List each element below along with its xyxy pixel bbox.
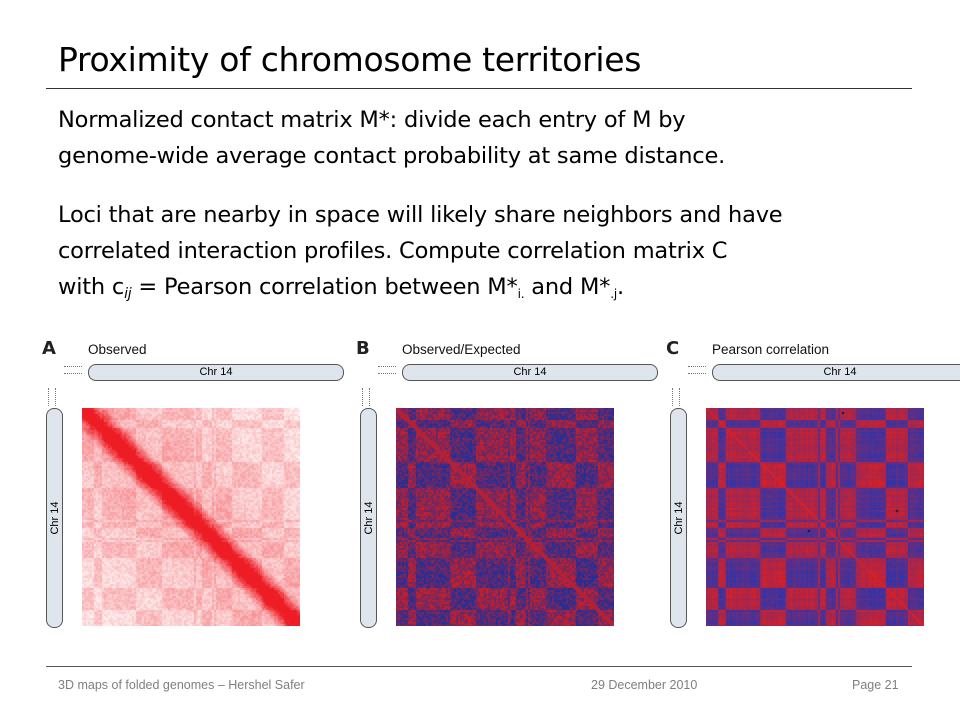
- panel-title: Observed: [88, 342, 147, 357]
- chr-label: Chr 14: [199, 366, 233, 378]
- footer-presentation-title: 3D maps of folded genomes – Hershel Safe…: [58, 678, 305, 692]
- title-divider: [46, 88, 912, 89]
- chr-label: Chr 14: [823, 366, 857, 378]
- para2-sub-i: i.: [517, 287, 525, 301]
- para2-line1: Loci that are nearby in space will likel…: [58, 202, 783, 228]
- panel-title: Pearson correlation: [712, 342, 830, 357]
- para2-sub-ij: ij: [124, 286, 132, 302]
- para2-line3-end: .: [616, 274, 624, 300]
- chromosome-bar-horizontal: Chr 14: [712, 364, 960, 381]
- chromosome-bar-horizontal: Chr 14: [88, 364, 344, 381]
- chr-label: Chr 14: [672, 501, 685, 535]
- footer-page-number: Page 21: [852, 678, 899, 692]
- panel-title: Observed/Expected: [402, 342, 521, 357]
- chromosome-bar-vertical: Chr 14: [46, 408, 63, 628]
- panel-letter: C: [666, 338, 680, 359]
- chr-label: Chr 14: [48, 501, 61, 535]
- para1-line2: genome-wide average contact probability …: [58, 143, 726, 169]
- para2-sub-j: .j: [610, 287, 617, 301]
- centromere-mark: [48, 388, 56, 406]
- panel-observed: A Observed Chr 14 Chr 14: [42, 338, 344, 638]
- chromosome-bar-vertical: Chr 14: [670, 408, 687, 628]
- para2-line3-mid: = Pearson correlation between M*: [131, 274, 518, 300]
- chromosome-bar-horizontal: Chr 14: [402, 364, 658, 381]
- para1-line1: Normalized contact matrix M*: divide eac…: [58, 107, 686, 133]
- panel-letter: B: [356, 338, 370, 359]
- chromosome-bar-vertical: Chr 14: [360, 408, 377, 628]
- panel-pearson-correlation: C Pearson correlation Chr 14 Chr 14: [666, 338, 960, 638]
- footer-date: 29 December 2010: [591, 678, 698, 692]
- correlation-matrix-heatmap: [706, 408, 924, 626]
- panel-observed-expected: B Observed/Expected Chr 14 Chr 14: [356, 338, 658, 638]
- chr-label: Chr 14: [362, 501, 375, 535]
- centromere-mark: [64, 366, 82, 374]
- contact-matrix-heatmap: [82, 408, 300, 626]
- centromere-mark: [688, 366, 706, 374]
- oe-matrix-heatmap: [396, 408, 614, 626]
- chr-label: Chr 14: [513, 366, 547, 378]
- para2-line3: with cij = Pearson correlation between M…: [58, 269, 908, 312]
- centromere-mark: [362, 388, 370, 406]
- centromere-mark: [378, 366, 396, 374]
- panel-letter: A: [42, 338, 56, 359]
- paragraph-correlation: Loci that are nearby in space will likel…: [58, 197, 908, 312]
- footer-divider: [46, 666, 912, 667]
- para2-line3-mid2: and M*: [524, 274, 611, 300]
- para2-line3-pre: with c: [58, 274, 125, 300]
- paragraph-normalized-matrix: Normalized contact matrix M*: divide eac…: [58, 102, 908, 174]
- para2-line2: correlated interaction profiles. Compute…: [58, 238, 728, 264]
- slide-title: Proximity of chromosome territories: [58, 40, 642, 79]
- centromere-mark: [672, 388, 680, 406]
